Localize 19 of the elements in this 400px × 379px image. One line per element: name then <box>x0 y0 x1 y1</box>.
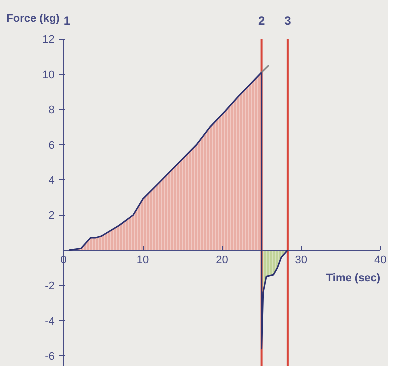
y-tick-label: 12 <box>42 34 55 46</box>
annotation: 2 <box>258 14 266 28</box>
y-tick-label: -4 <box>45 316 55 328</box>
annotation: 3 <box>284 14 292 28</box>
x-axis-title: Time (sec) <box>326 272 381 284</box>
x-tick-label: 40 <box>374 254 387 266</box>
y-tick-label: -6 <box>45 350 55 363</box>
line-series <box>68 72 289 350</box>
y-tick-label: 8 <box>48 104 55 117</box>
y-tick-label: 10 <box>42 69 55 82</box>
y-tick-label: 6 <box>48 140 55 152</box>
y-axis-title: Force (kg) <box>6 13 60 26</box>
x-tick-label: 30 <box>295 254 308 266</box>
x-tick-label: 10 <box>136 254 150 266</box>
annotation: 1 <box>64 14 71 28</box>
y-tick-label: 2 <box>48 210 55 222</box>
y-tick-label: -2 <box>45 280 55 293</box>
y-tick-label: 4 <box>48 174 55 187</box>
x-tick-label: 20 <box>216 254 228 266</box>
